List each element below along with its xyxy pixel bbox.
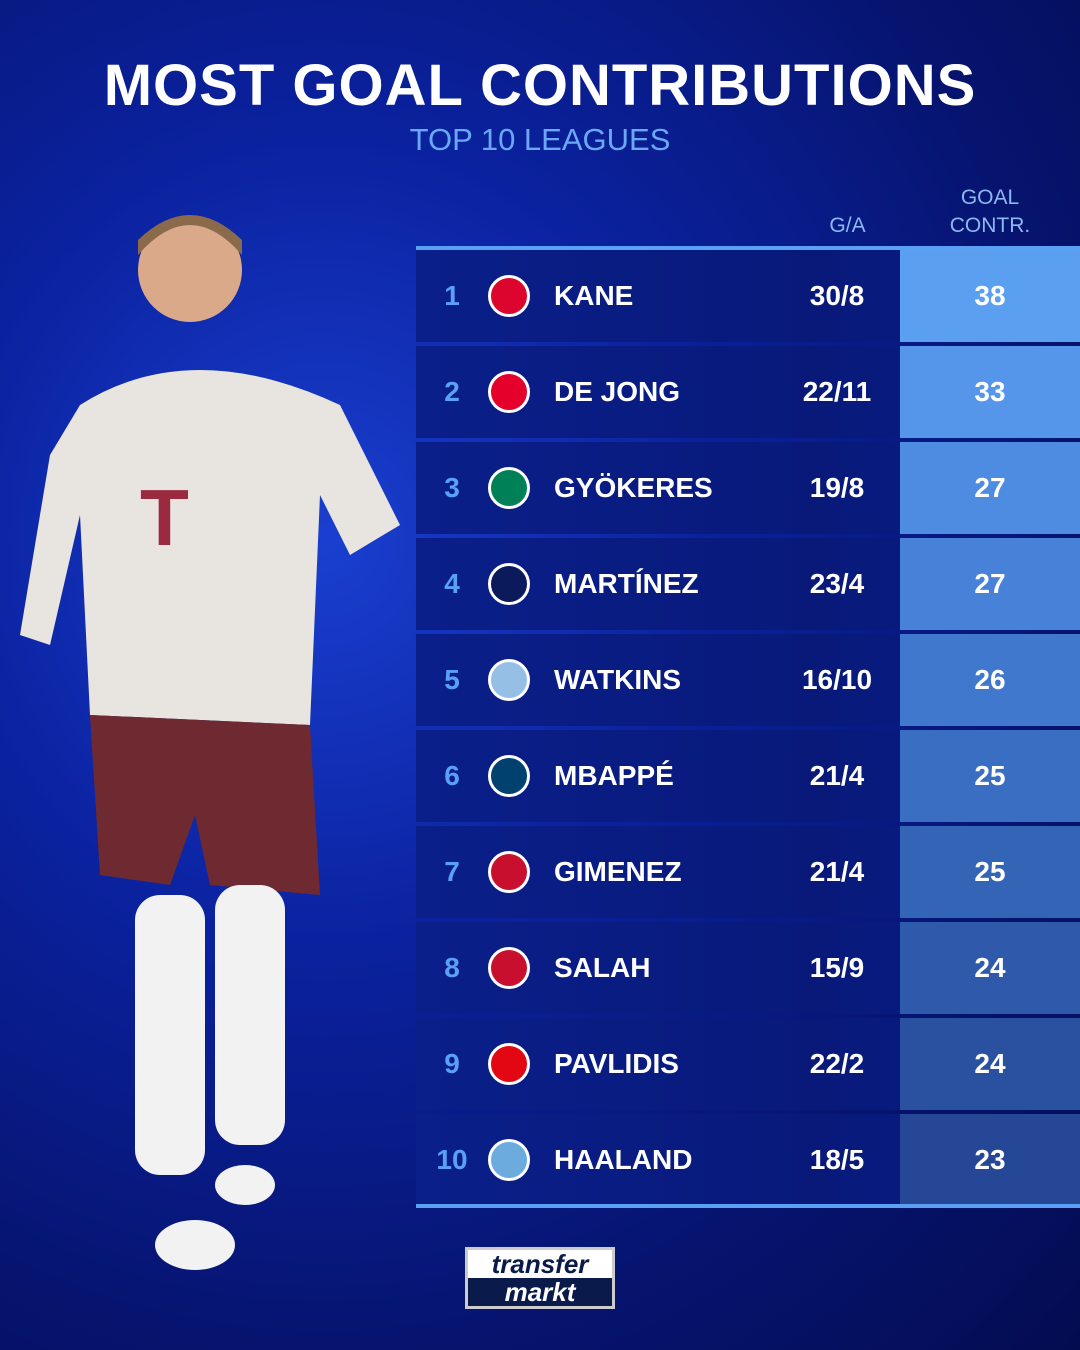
player-name: MARTÍNEZ bbox=[554, 568, 699, 599]
club-crest-icon bbox=[488, 1043, 530, 1085]
player-name: KANE bbox=[554, 280, 634, 311]
goals-assists: 16/10 bbox=[801, 664, 873, 695]
svg-text:T: T bbox=[140, 473, 189, 562]
goals-assists: 30/8 bbox=[809, 280, 865, 311]
rank: 7 bbox=[444, 856, 460, 887]
logo-line2: markt bbox=[468, 1278, 612, 1306]
logo-line1: transfer bbox=[491, 1249, 589, 1279]
table-row: 7 GIMENEZ 21/4 25 bbox=[416, 826, 1080, 918]
page-subtitle: TOP 10 LEAGUES bbox=[409, 122, 671, 157]
page-title: MOST GOAL CONTRIBUTIONS bbox=[103, 53, 977, 118]
table-row: 5 WATKINS 16/10 26 bbox=[416, 634, 1080, 726]
table-row: 6 MBAPPÉ 21/4 25 bbox=[416, 730, 1080, 822]
goals-assists: 22/11 bbox=[802, 376, 872, 407]
club-crest-icon bbox=[488, 467, 530, 509]
goals-assists: 22/2 bbox=[809, 1048, 865, 1079]
goal-contributions: 25 bbox=[900, 730, 1080, 822]
player-name: HAALAND bbox=[554, 1144, 693, 1175]
table-row: 9 PAVLIDIS 22/2 24 bbox=[416, 1018, 1080, 1110]
club-crest-icon bbox=[488, 947, 530, 989]
club-crest-icon bbox=[488, 659, 530, 701]
rank: 4 bbox=[444, 568, 460, 599]
table-row: 2 DE JONG 22/11 33 bbox=[416, 346, 1080, 438]
table-row: 4 MARTÍNEZ 23/4 27 bbox=[416, 538, 1080, 630]
goals-assists: 18/5 bbox=[809, 1144, 865, 1175]
transfermarkt-logo: transfer markt bbox=[465, 1247, 615, 1309]
goal-contributions: 33 bbox=[900, 346, 1080, 438]
goal-contributions: 24 bbox=[900, 1018, 1080, 1110]
rank: 10 bbox=[436, 1144, 468, 1175]
rank: 3 bbox=[444, 472, 460, 503]
rank: 1 bbox=[444, 280, 460, 311]
header-ga: G/A bbox=[829, 214, 866, 237]
player-name: WATKINS bbox=[554, 664, 682, 695]
player-name: MBAPPÉ bbox=[554, 760, 674, 791]
club-crest-icon bbox=[488, 851, 530, 893]
player-name: SALAH bbox=[554, 952, 651, 983]
goal-contributions: 23 bbox=[900, 1114, 1080, 1206]
player-name: GIMENEZ bbox=[554, 856, 682, 887]
player-name: PAVLIDIS bbox=[554, 1048, 679, 1079]
player-name: GYÖKERES bbox=[554, 472, 713, 503]
club-crest-icon bbox=[488, 275, 530, 317]
goal-contributions: 27 bbox=[900, 538, 1080, 630]
table-row: 3 GYÖKERES 19/8 27 bbox=[416, 442, 1080, 534]
table-bottom-divider bbox=[416, 1204, 1080, 1208]
header-gc-line1: GOAL bbox=[960, 186, 1020, 209]
goals-assists: 21/4 bbox=[809, 856, 865, 887]
club-crest-icon bbox=[488, 1139, 530, 1181]
rank: 5 bbox=[444, 664, 460, 695]
rank: 9 bbox=[444, 1048, 460, 1079]
rank: 2 bbox=[444, 376, 460, 407]
goal-contributions: 27 bbox=[900, 442, 1080, 534]
rank: 8 bbox=[444, 952, 460, 983]
goals-assists: 21/4 bbox=[809, 760, 865, 791]
player-photo: T bbox=[10, 195, 410, 1285]
table-top-divider bbox=[416, 246, 1080, 250]
header-goal-contributions: GOAL CONTR. bbox=[900, 184, 1080, 240]
club-crest-icon bbox=[488, 371, 530, 413]
header-gc-line2: CONTR. bbox=[949, 214, 1031, 237]
goal-contributions: 26 bbox=[900, 634, 1080, 726]
club-crest-icon bbox=[488, 563, 530, 605]
goal-contributions: 38 bbox=[900, 250, 1080, 342]
rank: 6 bbox=[444, 760, 460, 791]
goals-assists: 19/8 bbox=[809, 472, 865, 503]
goals-assists: 23/4 bbox=[809, 568, 865, 599]
goal-contributions: 25 bbox=[900, 826, 1080, 918]
club-crest-icon bbox=[488, 755, 530, 797]
goal-contributions: 24 bbox=[900, 922, 1080, 1014]
player-name: DE JONG bbox=[554, 376, 681, 407]
table-row: 8 SALAH 15/9 24 bbox=[416, 922, 1080, 1014]
table-row: 1 KANE 30/8 38 bbox=[416, 250, 1080, 342]
table-row: 10 HAALAND 18/5 23 bbox=[416, 1114, 1080, 1206]
goals-assists: 15/9 bbox=[809, 952, 865, 983]
